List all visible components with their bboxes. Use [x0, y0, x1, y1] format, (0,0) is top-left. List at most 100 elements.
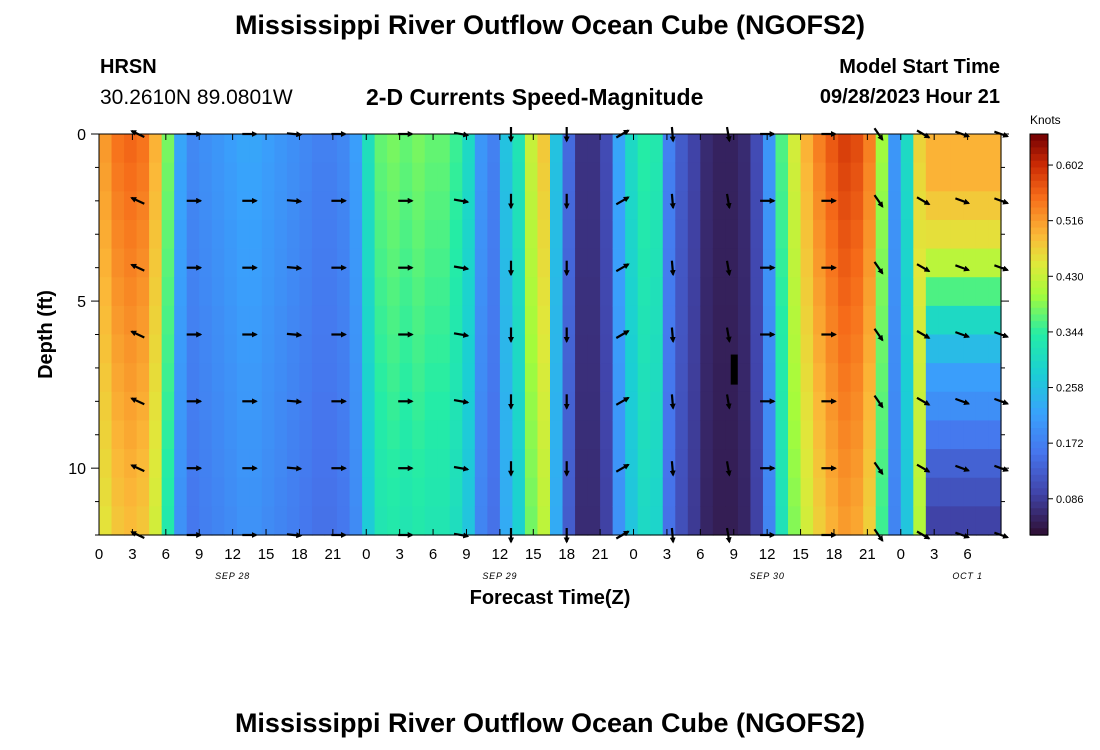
heatmap-cell	[575, 477, 589, 507]
heatmap-cell	[399, 334, 413, 364]
heatmap-cell	[762, 420, 777, 450]
heatmap-cell	[875, 506, 889, 536]
heatmap-cell	[299, 420, 313, 450]
heatmap-cell	[800, 219, 814, 250]
heatmap-cell	[199, 305, 213, 336]
heatmap-cell	[474, 162, 488, 192]
heatmap-cell	[762, 334, 777, 364]
colorbar-swatch	[1030, 367, 1048, 376]
heatmap-cell	[337, 420, 351, 450]
heatmap-cell	[662, 363, 676, 393]
heatmap-cell	[474, 277, 488, 307]
heatmap-cell	[424, 420, 438, 450]
heatmap-cell	[888, 420, 902, 450]
heatmap-cell	[750, 277, 764, 307]
heatmap-cell	[161, 334, 175, 364]
colorbar-swatch	[1030, 448, 1048, 456]
heatmap-cell	[925, 477, 939, 507]
heatmap-cell	[562, 162, 576, 192]
heatmap-cell	[174, 363, 188, 393]
heatmap-cell	[712, 162, 726, 192]
heatmap-cell	[975, 477, 990, 507]
heatmap-cell	[913, 477, 927, 507]
heatmap-cell	[737, 449, 752, 479]
heatmap-cell	[399, 420, 413, 450]
heatmap-cell	[524, 162, 539, 192]
heatmap-cell	[399, 277, 413, 307]
heatmap-cell	[199, 420, 213, 450]
heatmap-cell	[349, 420, 363, 450]
heatmap-cell	[337, 506, 351, 536]
heatmap-cell	[274, 449, 288, 479]
heatmap-cell	[650, 248, 664, 278]
heatmap-cell	[612, 391, 626, 422]
heatmap-cell	[149, 191, 163, 221]
heatmap-cell	[186, 248, 200, 278]
current-vector-arrow	[916, 396, 931, 406]
heatmap-cell	[788, 248, 802, 278]
heatmap-cell	[775, 363, 789, 393]
heatmap-cell	[449, 219, 463, 250]
heatmap-cell	[813, 334, 827, 364]
heatmap-cell	[813, 506, 827, 536]
colorbar-swatch	[1030, 401, 1048, 409]
heatmap-cell	[299, 334, 313, 364]
heatmap-cell	[512, 363, 526, 393]
heatmap-cell	[99, 219, 113, 250]
heatmap-cell	[537, 506, 551, 536]
heatmap-cell	[925, 334, 939, 364]
heatmap-cell	[612, 277, 626, 307]
heatmap-cell	[186, 391, 200, 422]
heatmap-cell	[875, 277, 889, 307]
heatmap-cell	[788, 134, 802, 164]
heatmap-cell	[750, 420, 764, 450]
heatmap-cell	[286, 248, 301, 278]
heatmap-cell	[199, 248, 213, 278]
heatmap-cell	[299, 277, 313, 307]
heatmap-cell	[186, 420, 200, 450]
heatmap-cell	[562, 134, 576, 164]
heatmap-cell	[662, 162, 676, 192]
heatmap-cell	[938, 162, 952, 192]
heatmap-cell	[424, 277, 438, 307]
heatmap-cell	[236, 363, 250, 393]
heatmap-cell	[449, 162, 463, 192]
heatmap-cell	[637, 134, 651, 164]
colorbar-swatch	[1030, 387, 1048, 396]
x-tick-label: 3	[930, 546, 938, 563]
heatmap-cell	[462, 420, 476, 450]
heatmap-cell	[813, 363, 827, 393]
heatmap-cell	[725, 277, 739, 307]
x-tick-label: 21	[325, 546, 342, 563]
heatmap-cell	[424, 305, 438, 336]
heatmap-cell	[637, 363, 651, 393]
heatmap-cell	[775, 391, 789, 422]
heatmap-cell	[512, 162, 526, 192]
heatmap-cell	[474, 420, 488, 450]
heatmap-cell	[825, 248, 839, 278]
heatmap-cell	[550, 420, 564, 450]
heatmap-cell	[362, 334, 376, 364]
heatmap-cell	[487, 477, 501, 507]
heatmap-cell	[762, 162, 777, 192]
heatmap-cell	[249, 449, 263, 479]
heatmap-cell	[575, 134, 589, 164]
heatmap-cell	[988, 506, 1002, 536]
colorbar-swatch	[1030, 294, 1048, 302]
heatmap-cell	[975, 420, 990, 450]
heatmap-cell	[737, 219, 752, 250]
heatmap-cell	[700, 363, 714, 393]
heatmap-cell	[737, 277, 752, 307]
x-tick-label: 3	[128, 546, 136, 563]
heatmap-cell	[737, 334, 752, 364]
heatmap-cell	[324, 449, 338, 479]
heatmap-cell	[687, 334, 701, 364]
heatmap-cell	[888, 162, 902, 192]
heatmap-cell	[888, 477, 902, 507]
current-vector-arrow	[873, 394, 884, 409]
heatmap-cell	[888, 277, 902, 307]
heatmap-cell	[399, 449, 413, 479]
heatmap-cell	[600, 134, 614, 164]
heatmap-cell	[362, 248, 376, 278]
x-tick-label: 0	[362, 546, 370, 563]
